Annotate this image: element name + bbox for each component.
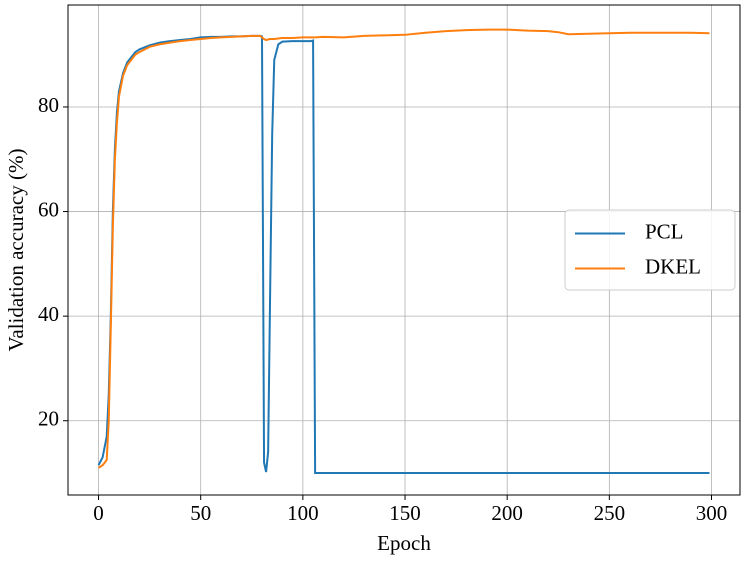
line-series bbox=[98, 28, 710, 469]
x-tick-label: 300 bbox=[696, 501, 728, 525]
y-tick-label: 60 bbox=[38, 197, 59, 221]
legend-box bbox=[564, 209, 736, 291]
x-axis-label: Epoch bbox=[377, 531, 431, 555]
line-series bbox=[97, 34, 710, 475]
y-tick-label: 40 bbox=[38, 302, 59, 326]
x-tick-label: 150 bbox=[389, 501, 421, 525]
x-tick-label: 250 bbox=[594, 501, 626, 525]
x-tick-label: 50 bbox=[190, 501, 211, 525]
legend-label: PCL bbox=[645, 219, 684, 243]
y-axis-label: Validation accuracy (%) bbox=[4, 149, 28, 352]
x-tick-label: 100 bbox=[287, 501, 319, 525]
y-tick-label: 20 bbox=[38, 407, 59, 431]
y-tick-label: 80 bbox=[38, 93, 59, 117]
plot-frame bbox=[67, 4, 741, 496]
legend-label: DKEL bbox=[645, 254, 701, 278]
x-tick-label: 0 bbox=[93, 501, 104, 525]
x-tick-label: 200 bbox=[491, 501, 523, 525]
